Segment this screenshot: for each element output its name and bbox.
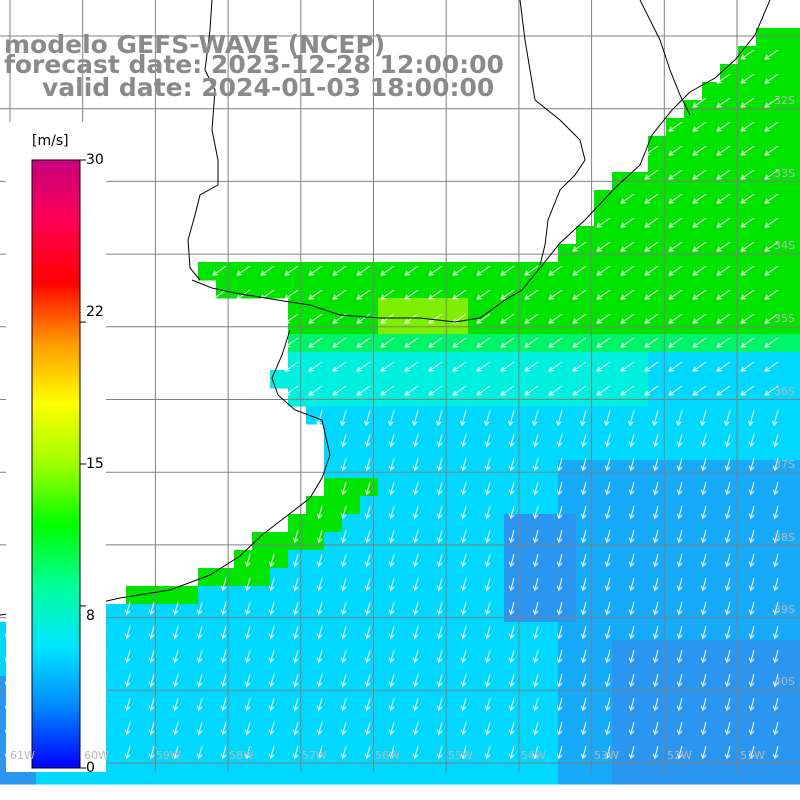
colorbar xyxy=(6,122,106,772)
colorbar-tick-label: 22 xyxy=(86,304,104,320)
latitude-label: 35S xyxy=(774,312,795,325)
latitude-label: 33S xyxy=(774,167,795,180)
longitude-label: 54W xyxy=(521,749,546,762)
colorbar-unit-label: [m/s] xyxy=(32,133,69,149)
wind-vectors xyxy=(4,49,779,759)
colorbar-tick-label: 0 xyxy=(86,760,95,776)
wind-speed-field xyxy=(0,28,800,785)
coastline xyxy=(0,0,771,616)
latitude-label: 39S xyxy=(774,603,795,616)
valid-date: valid date: 2024-01-03 18:00:00 xyxy=(42,73,495,102)
forecast-date: forecast date: 2023-12-28 12:00:00 xyxy=(4,50,504,79)
latitude-label: 38S xyxy=(774,531,795,544)
longitude-label: 56W xyxy=(375,749,400,762)
colorbar-tick-label: 8 xyxy=(86,608,95,624)
graticule xyxy=(0,0,800,772)
latitude-label: 37S xyxy=(774,458,795,471)
longitude-label: 60W xyxy=(84,749,109,762)
longitude-label: 61W xyxy=(10,749,35,762)
latitude-label: 32S xyxy=(774,94,795,107)
latitude-label: 40S xyxy=(774,675,795,688)
longitude-label: 55W xyxy=(448,749,473,762)
longitude-label: 57W xyxy=(302,749,327,762)
longitude-label: 51W xyxy=(740,749,765,762)
longitude-label: 59W xyxy=(156,749,181,762)
longitude-label: 53W xyxy=(594,749,619,762)
latitude-label: 36S xyxy=(774,385,795,398)
colorbar-tick-label: 30 xyxy=(86,152,104,168)
longitude-label: 58W xyxy=(229,749,254,762)
model-title: modelo GEFS-WAVE (NCEP) xyxy=(4,30,386,59)
colorbar-tick-label: 15 xyxy=(86,456,104,472)
longitude-label: 52W xyxy=(667,749,692,762)
latitude-label: 34S xyxy=(774,239,795,252)
